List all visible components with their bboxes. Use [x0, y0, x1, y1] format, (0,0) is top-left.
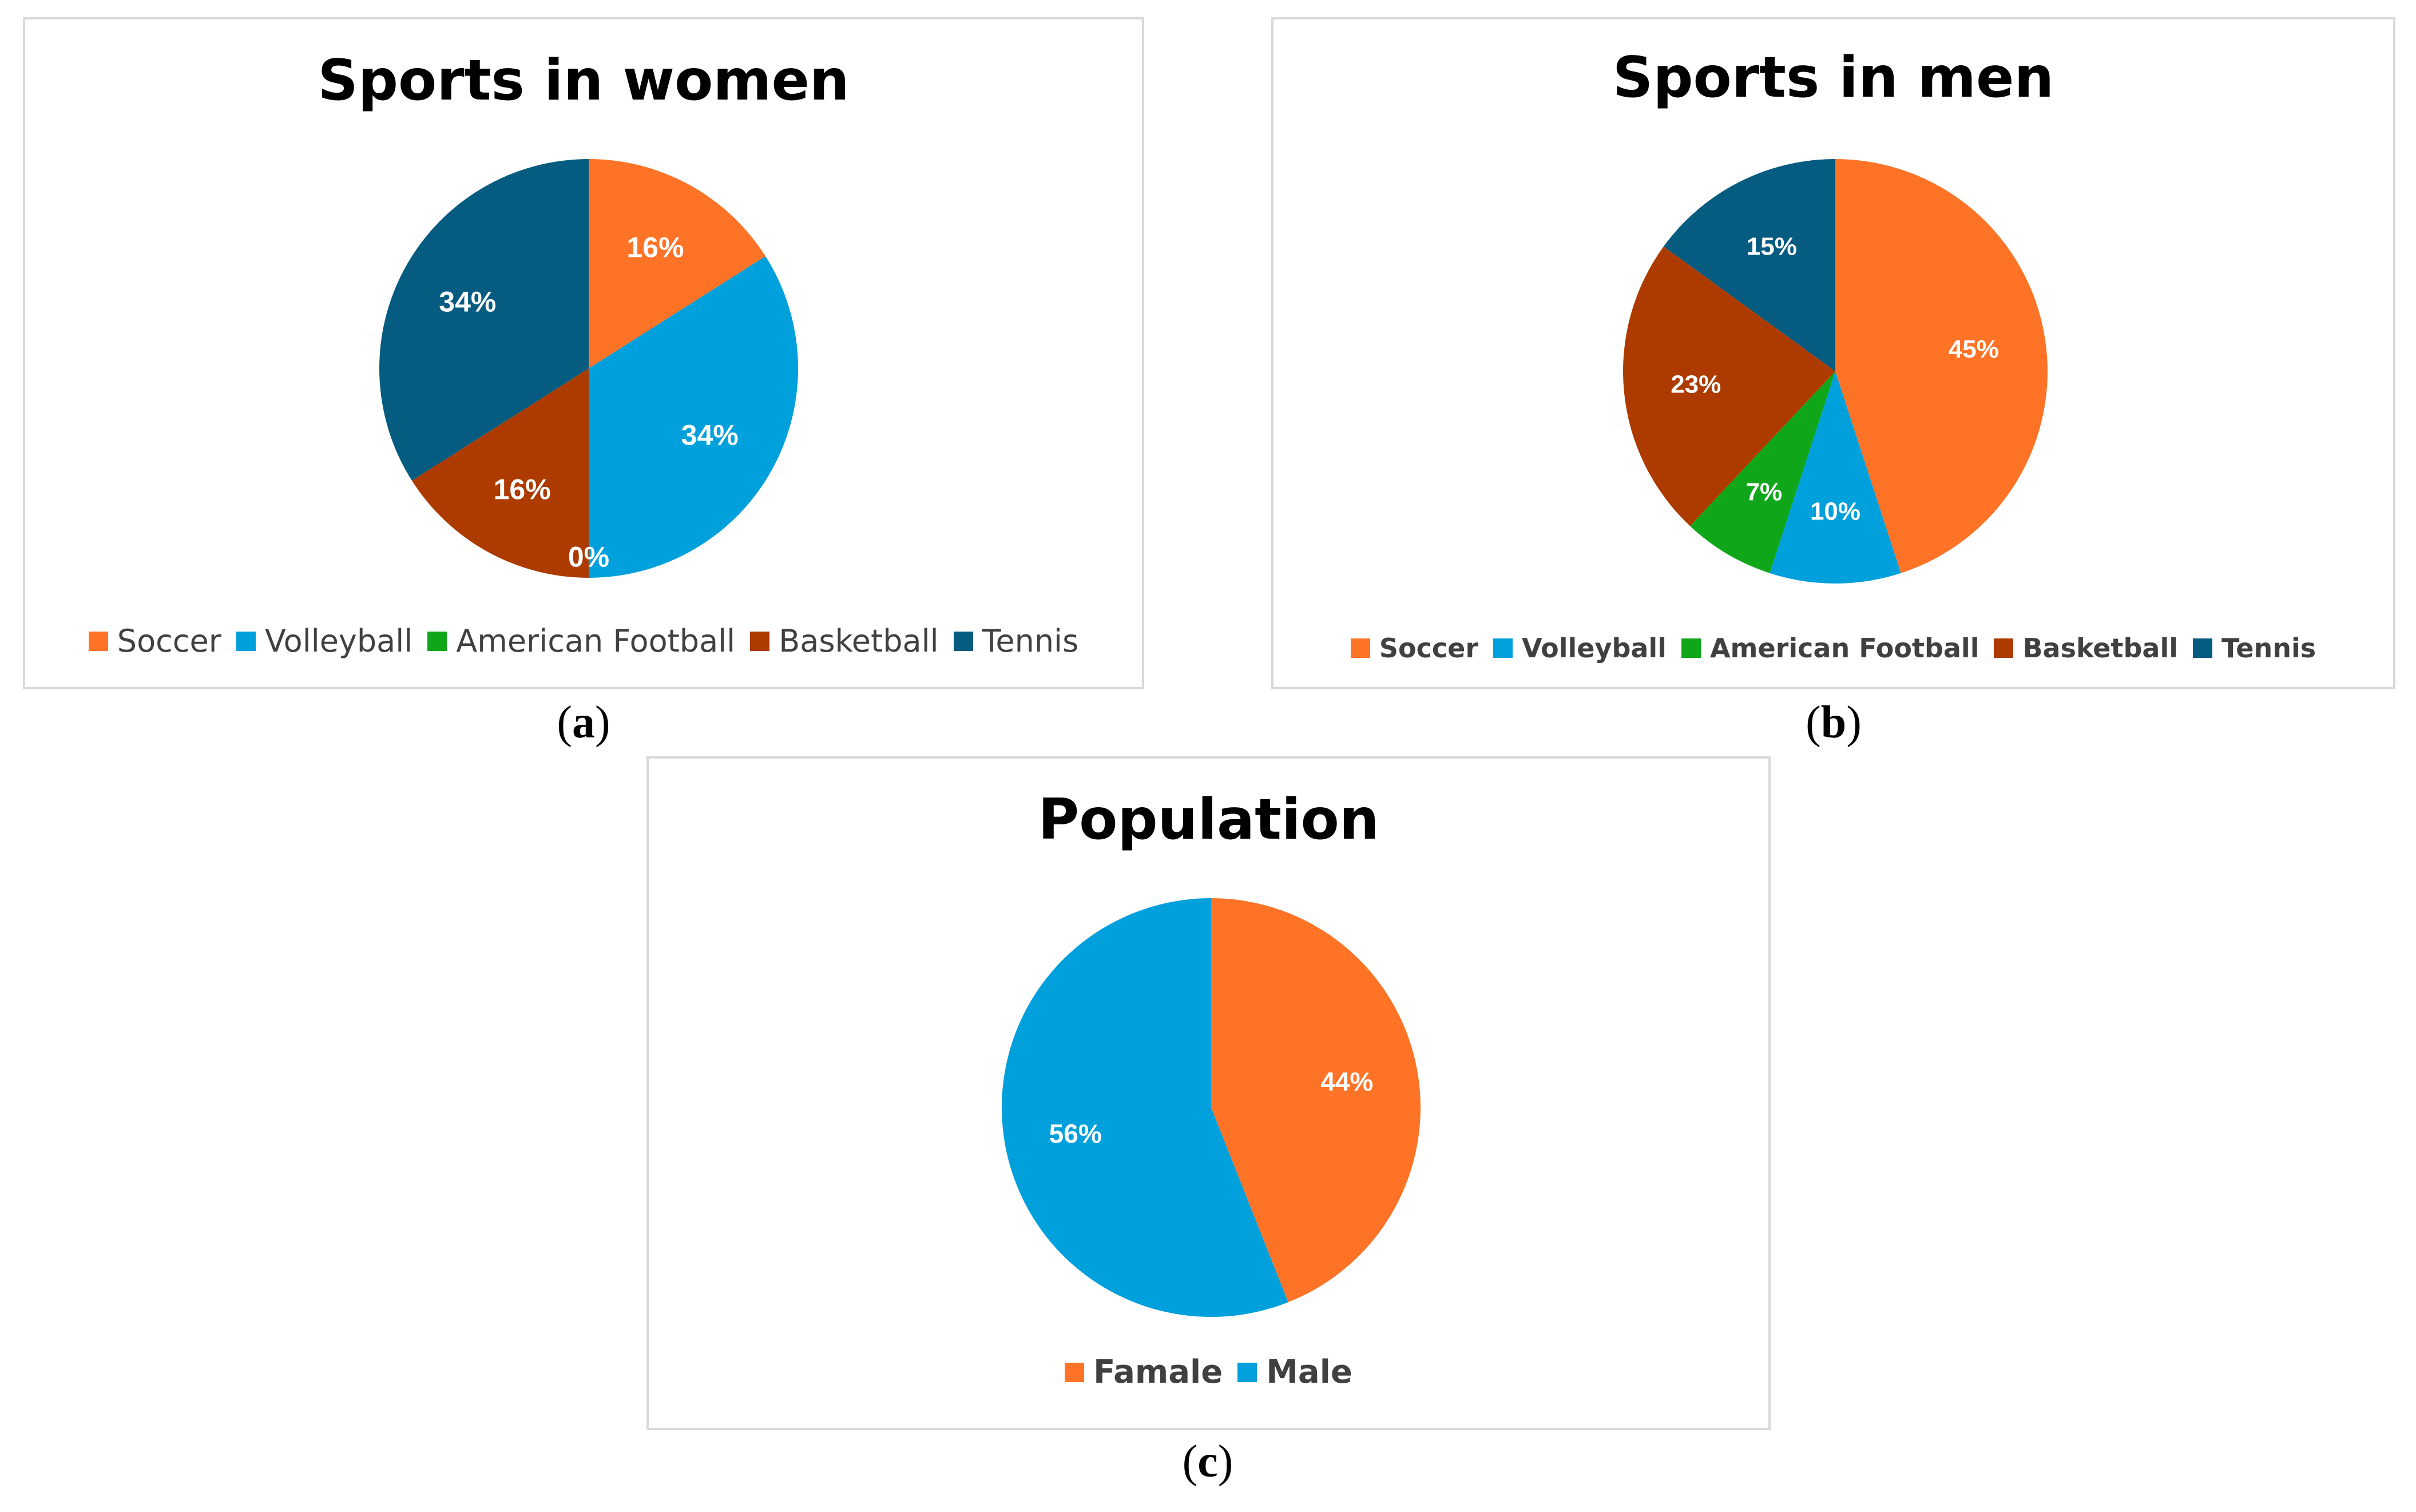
legend-label: Male — [1266, 1354, 1352, 1391]
pie-slice-basketball — [411, 368, 589, 578]
legend-item-soccer: Soccer — [88, 623, 221, 659]
legend-label: American Football — [456, 623, 736, 659]
legend-swatch — [88, 631, 108, 651]
caption-a: (a) — [557, 697, 610, 748]
pie-slice-soccer — [1835, 159, 2048, 573]
legend-swatch — [427, 631, 447, 651]
legend-b: Soccer Volleyball American Football Basketb… — [1274, 633, 2393, 664]
chart-panel-b: Sports in men 45% 10% 7% 23% 15% Soccer Volle… — [1271, 17, 2395, 689]
legend-item-volleyball: Volleyball — [236, 623, 412, 659]
chart-title-c: Population — [1038, 787, 1379, 852]
chart-title-a: Sports in women — [318, 48, 850, 113]
data-label-tennis: 15% — [1747, 232, 1797, 260]
legend-item-tennis: Tennis — [953, 623, 1079, 659]
data-label-famale: 44% — [1320, 1067, 1373, 1097]
data-label-volleyball: 34% — [681, 419, 739, 451]
chart-panel-c: Population 44% 56% Famale Male — [646, 756, 1771, 1430]
data-label-volleyball: 10% — [1810, 497, 1860, 525]
pie-slice-tennis — [1663, 159, 1835, 371]
pie-chart-c: 44% 56% — [1002, 898, 1421, 1317]
pie-slice-american-football — [1690, 371, 1835, 573]
legend-label: Volleyball — [264, 623, 413, 659]
legend-label: Volleyball — [1522, 633, 1667, 664]
data-label-male: 56% — [1049, 1118, 1102, 1148]
legend-swatch — [953, 631, 973, 651]
pie-slice-basketball — [1623, 246, 1835, 526]
legend-item-volleyball: Volleyball — [1493, 633, 1667, 664]
pie-slice-tennis — [379, 159, 589, 481]
data-label-basketball: 23% — [1671, 371, 1721, 399]
legend-item-american-football: American Football — [427, 623, 735, 659]
legend-item-soccer: Soccer — [1350, 633, 1479, 664]
legend-label: Soccer — [117, 623, 221, 659]
legend-swatch — [1065, 1362, 1085, 1382]
data-label-tennis: 34% — [439, 286, 496, 318]
legend-item-basketball: Basketball — [1994, 633, 2178, 664]
legend-label: Basketball — [779, 623, 939, 659]
data-label-american-football: 7% — [1746, 478, 1783, 506]
legend-swatch — [1994, 638, 2014, 658]
legend-label: Famale — [1093, 1354, 1223, 1391]
pie-slice-volleyball — [1770, 371, 1901, 584]
legend-c: Famale Male — [649, 1354, 1768, 1391]
data-label-soccer: 45% — [1949, 335, 1999, 363]
legend-item-famale: Famale — [1065, 1354, 1223, 1391]
chart-title-b: Sports in men — [1612, 45, 2054, 110]
pie-slice-famale — [1211, 898, 1421, 1303]
legend-swatch — [2193, 638, 2212, 658]
pie-chart-b: 45% 10% 7% 23% 15% — [1623, 159, 2048, 584]
caption-b: (b) — [1806, 697, 1862, 748]
pie-chart-a: 16% 34% 0% 16% 34% — [379, 159, 798, 578]
legend-swatch — [750, 631, 770, 651]
legend-a: Soccer Volleyball American Football Basketb… — [25, 623, 1142, 659]
data-label-soccer: 16% — [626, 231, 684, 263]
data-label-american-football: 0% — [568, 541, 609, 573]
pie-slice-male — [1002, 898, 1288, 1317]
legend-swatch — [1493, 638, 1513, 658]
legend-label: Basketball — [2022, 633, 2178, 664]
legend-item-american-football: American Football — [1681, 633, 1979, 664]
chart-panel-a: Sports in women 16% 34% 0% 16% 34% Soccer Vol… — [23, 17, 1144, 689]
pie-slice-volleyball — [589, 256, 798, 578]
legend-swatch — [1237, 1362, 1257, 1382]
legend-swatch — [1350, 638, 1370, 658]
legend-item-basketball: Basketball — [750, 623, 939, 659]
legend-label: American Football — [1709, 633, 1979, 664]
caption-c: (c) — [1182, 1436, 1233, 1487]
data-label-basketball: 16% — [494, 474, 551, 506]
legend-item-male: Male — [1237, 1354, 1352, 1391]
legend-swatch — [236, 631, 256, 651]
legend-label: Tennis — [982, 623, 1079, 659]
pie-slice-soccer — [589, 159, 766, 368]
legend-label: Soccer — [1379, 633, 1479, 664]
legend-swatch — [1681, 638, 1701, 658]
legend-label: Tennis — [2221, 633, 2316, 664]
legend-item-tennis: Tennis — [2193, 633, 2316, 664]
